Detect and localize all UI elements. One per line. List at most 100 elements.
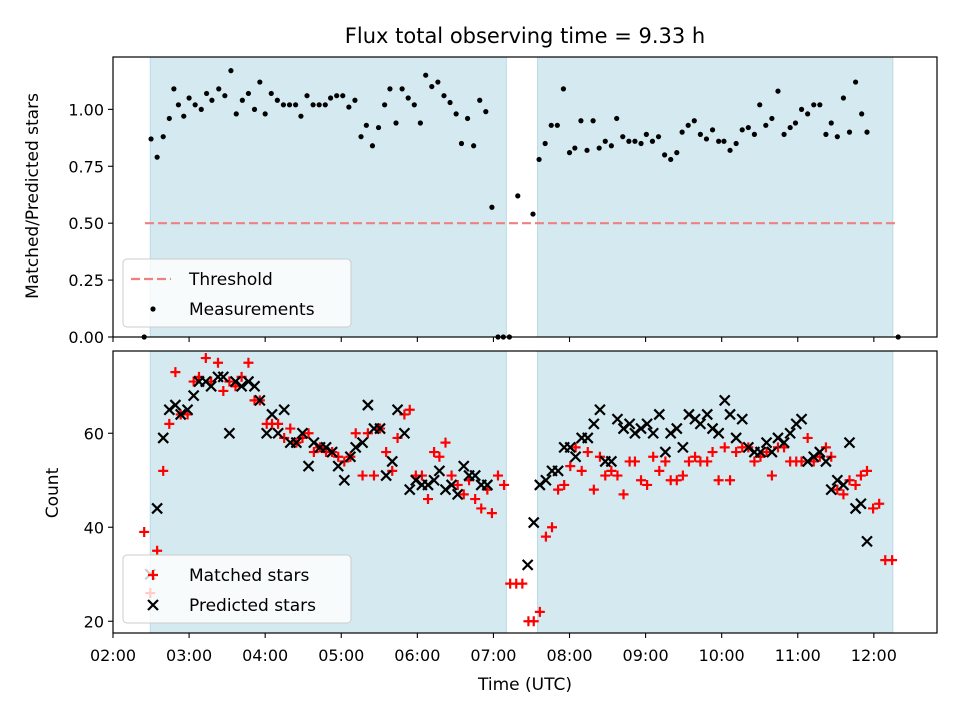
- data-point: [608, 143, 614, 149]
- data-point: [344, 450, 357, 463]
- data-point: [260, 427, 273, 440]
- data-point: [713, 475, 724, 486]
- data-point: [358, 134, 364, 140]
- data-point: [423, 72, 429, 78]
- data-point: [245, 90, 252, 97]
- data-point: [411, 102, 417, 108]
- data-point: [552, 465, 564, 477]
- data-point: [186, 95, 192, 101]
- data-point: [844, 475, 855, 486]
- bottom-axes-frame: [112, 350, 938, 634]
- data-point: [356, 436, 369, 449]
- data-point: [588, 418, 600, 430]
- data-point: [605, 455, 618, 468]
- data-point: [817, 102, 823, 108]
- data-point: [470, 494, 481, 505]
- data-point: [164, 418, 175, 429]
- data-point: [181, 113, 187, 119]
- data-point: [749, 456, 760, 467]
- data-point: [381, 447, 392, 458]
- bottom-legend-box: [122, 554, 352, 624]
- data-point: [588, 484, 599, 495]
- bottom-series-predicted-stars: [144, 371, 873, 581]
- data-point: [641, 418, 653, 430]
- data-point: [458, 489, 469, 500]
- data-point: [290, 436, 303, 449]
- data-point: [274, 97, 280, 103]
- data-point: [429, 83, 435, 90]
- data-point: [850, 479, 861, 490]
- data-point: [405, 95, 411, 101]
- data-point: [701, 408, 714, 421]
- data-point: [326, 446, 338, 458]
- data-point: [653, 408, 666, 421]
- data-point: [540, 474, 552, 487]
- data-point: [362, 428, 373, 439]
- data-point: [280, 102, 287, 108]
- data-point: [832, 484, 843, 495]
- data-point: [811, 102, 817, 108]
- top-y-tick-label: 0.50: [68, 214, 104, 233]
- data-point: [158, 465, 169, 476]
- data-point: [565, 461, 576, 472]
- data-point: [374, 422, 386, 435]
- x-tick-label: 02:00: [90, 646, 136, 665]
- data-point: [272, 427, 284, 440]
- data-point: [712, 427, 725, 440]
- data-point: [719, 442, 730, 453]
- data-point: [724, 408, 736, 421]
- top-y-tick-label: 0.00: [68, 328, 104, 347]
- data-point: [855, 497, 867, 510]
- data-point: [399, 86, 405, 92]
- data-point: [530, 211, 536, 217]
- data-point: [302, 460, 315, 472]
- data-point: [447, 99, 453, 106]
- data-point: [868, 503, 879, 514]
- x-tick-label: 06:00: [394, 646, 440, 665]
- top-panel-ratio: 0.00 0.25 0.50 0.75 1.00 Threshold Measurement…: [68, 56, 938, 347]
- data-point: [660, 456, 671, 467]
- data-point: [174, 408, 187, 421]
- data-point: [654, 465, 665, 476]
- x-tick-label: 07:00: [470, 646, 516, 665]
- bottom-panel-ylabel: Count: [43, 467, 63, 518]
- data-point: [690, 451, 701, 462]
- data-point: [751, 131, 757, 137]
- data-point: [175, 102, 182, 108]
- data-point: [233, 111, 239, 117]
- data-point: [499, 479, 510, 490]
- data-point: [763, 122, 769, 128]
- data-point: [536, 156, 542, 163]
- data-point: [685, 122, 691, 128]
- data-point: [862, 465, 873, 476]
- data-point: [338, 474, 351, 487]
- top-legend-box: [122, 258, 352, 328]
- data-point: [235, 380, 248, 393]
- data-point: [170, 367, 181, 378]
- x-tick-label: 03:00: [166, 646, 212, 665]
- data-point: [828, 120, 834, 126]
- data-point: [566, 150, 573, 156]
- data-point: [224, 376, 235, 387]
- data-point: [216, 86, 222, 92]
- data-point: [188, 376, 199, 387]
- data-point: [429, 447, 440, 458]
- data-point: [620, 134, 626, 140]
- data-point: [584, 147, 590, 153]
- data-point: [570, 442, 581, 453]
- data-point: [834, 134, 840, 140]
- data-point: [386, 455, 399, 468]
- data-point: [266, 408, 278, 421]
- bottom-y-tick-label: 40: [84, 518, 104, 537]
- data-point: [339, 456, 350, 467]
- data-point: [308, 447, 319, 458]
- data-point: [368, 470, 379, 481]
- data-point: [452, 479, 463, 490]
- data-point: [228, 68, 234, 74]
- data-point: [540, 531, 551, 542]
- data-point: [464, 115, 471, 122]
- data-point: [205, 380, 217, 393]
- data-point: [435, 79, 441, 85]
- data-point: [745, 124, 751, 131]
- data-point: [569, 450, 582, 463]
